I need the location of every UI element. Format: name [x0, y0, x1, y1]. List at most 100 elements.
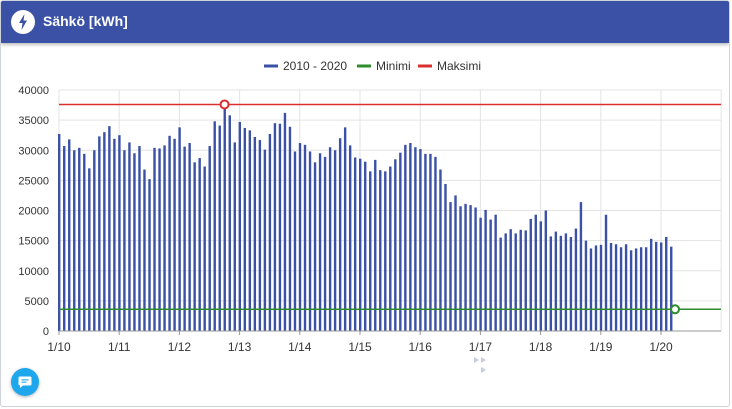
bar[interactable]: [509, 229, 512, 331]
bar[interactable]: [213, 121, 216, 331]
bar[interactable]: [634, 248, 638, 331]
bar[interactable]: [108, 126, 111, 332]
bar[interactable]: [288, 126, 292, 331]
bar[interactable]: [569, 237, 573, 331]
bar[interactable]: [479, 217, 482, 331]
bar[interactable]: [614, 244, 618, 331]
maksimi-marker[interactable]: [219, 99, 230, 110]
bar[interactable]: [384, 171, 387, 331]
bar[interactable]: [424, 153, 427, 331]
bar[interactable]: [113, 138, 116, 331]
bar[interactable]: [434, 156, 437, 331]
bar[interactable]: [524, 230, 527, 331]
scroll-right-arrows-icon[interactable]: [471, 355, 493, 382]
bar[interactable]: [313, 162, 317, 331]
bar[interactable]: [534, 214, 537, 331]
bar[interactable]: [629, 250, 633, 331]
bar[interactable]: [238, 121, 241, 332]
bar[interactable]: [469, 205, 472, 331]
bar[interactable]: [494, 214, 497, 331]
bar[interactable]: [188, 143, 191, 331]
bar[interactable]: [514, 233, 517, 331]
bar[interactable]: [98, 136, 101, 331]
bar[interactable]: [278, 123, 282, 332]
bar[interactable]: [364, 161, 367, 331]
bar[interactable]: [599, 244, 603, 331]
bar[interactable]: [293, 151, 297, 331]
chat-button[interactable]: [11, 368, 39, 396]
bar[interactable]: [454, 195, 457, 331]
bar[interactable]: [193, 162, 196, 331]
bar[interactable]: [619, 247, 623, 331]
bar[interactable]: [343, 127, 347, 331]
bar[interactable]: [519, 229, 522, 331]
bar[interactable]: [273, 123, 277, 331]
bar[interactable]: [660, 242, 663, 331]
bar[interactable]: [58, 133, 61, 331]
bar[interactable]: [198, 158, 201, 331]
bar[interactable]: [328, 147, 332, 331]
bar[interactable]: [459, 206, 462, 331]
bar[interactable]: [203, 166, 206, 331]
bar[interactable]: [103, 132, 106, 331]
bar[interactable]: [559, 235, 563, 331]
bar[interactable]: [549, 236, 553, 331]
bar[interactable]: [564, 233, 568, 331]
bar[interactable]: [183, 146, 186, 331]
bar[interactable]: [429, 153, 432, 331]
bar[interactable]: [449, 202, 452, 331]
bar[interactable]: [399, 152, 402, 331]
bar[interactable]: [323, 156, 327, 331]
bar[interactable]: [168, 135, 171, 331]
bar[interactable]: [143, 169, 146, 331]
bar[interactable]: [243, 127, 247, 332]
bar[interactable]: [253, 136, 257, 331]
bar[interactable]: [268, 133, 272, 331]
bar[interactable]: [208, 146, 211, 331]
bar[interactable]: [283, 112, 287, 332]
bar[interactable]: [138, 146, 141, 331]
bar[interactable]: [665, 237, 668, 331]
bar[interactable]: [218, 125, 221, 331]
bar[interactable]: [128, 142, 131, 331]
bar[interactable]: [654, 241, 658, 331]
bar[interactable]: [318, 153, 322, 331]
bar[interactable]: [579, 202, 583, 331]
bar[interactable]: [484, 209, 487, 331]
bar[interactable]: [504, 233, 507, 331]
bar[interactable]: [163, 145, 166, 331]
bar[interactable]: [529, 218, 532, 331]
bar[interactable]: [308, 151, 312, 331]
bar[interactable]: [118, 135, 121, 331]
bar[interactable]: [93, 150, 96, 331]
bar[interactable]: [624, 244, 628, 331]
bar[interactable]: [338, 138, 342, 331]
bar[interactable]: [374, 159, 377, 331]
bar[interactable]: [604, 214, 608, 331]
bar[interactable]: [348, 145, 352, 331]
legend-label[interactable]: Maksimi: [437, 59, 481, 73]
bar[interactable]: [298, 143, 302, 331]
bar[interactable]: [439, 169, 442, 331]
bar[interactable]: [544, 210, 548, 332]
bar[interactable]: [609, 243, 613, 331]
bar[interactable]: [333, 150, 337, 331]
bar[interactable]: [499, 237, 502, 331]
bar[interactable]: [594, 245, 598, 331]
bar[interactable]: [88, 168, 91, 331]
bar[interactable]: [248, 130, 252, 331]
bar[interactable]: [419, 149, 422, 331]
bar[interactable]: [414, 147, 417, 331]
bar[interactable]: [379, 170, 382, 331]
bar[interactable]: [178, 127, 181, 331]
bar[interactable]: [78, 147, 81, 331]
bar[interactable]: [444, 183, 447, 331]
bar[interactable]: [63, 146, 66, 331]
bar[interactable]: [228, 115, 231, 332]
legend-label[interactable]: 2010 - 2020: [283, 59, 347, 73]
bar[interactable]: [223, 104, 226, 332]
minimi-marker[interactable]: [670, 304, 681, 315]
bar[interactable]: [554, 231, 558, 331]
bar[interactable]: [353, 157, 357, 331]
bar[interactable]: [233, 142, 236, 331]
